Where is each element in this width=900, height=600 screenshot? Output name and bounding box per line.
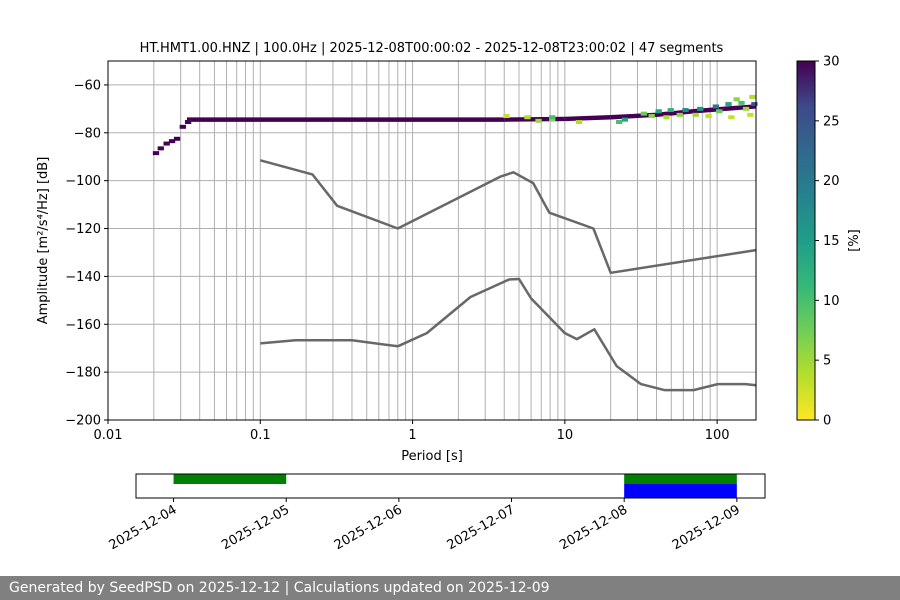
x-tick-label: 100 (705, 428, 730, 443)
psd-cell (733, 97, 740, 102)
psd-cell (549, 115, 556, 120)
psd-cell (163, 141, 170, 146)
psd-cell (549, 117, 556, 122)
colorbar-tick-label: 5 (823, 354, 831, 369)
psd-cell (712, 104, 720, 109)
colorbar-tick-label: 0 (823, 414, 831, 429)
psd-cell (682, 108, 689, 113)
psd-cell (503, 114, 510, 119)
x-tick-label: 10 (557, 428, 574, 443)
psd-cell (168, 139, 176, 144)
y-tick-label: −100 (65, 174, 101, 189)
psd-cell (655, 109, 662, 114)
psd-cell (716, 109, 723, 114)
psd-ridge-band (504, 116, 565, 122)
psd-cell (621, 117, 629, 122)
psd-cell (725, 102, 732, 107)
psd-cell (152, 151, 160, 156)
psd-cell (747, 112, 754, 117)
timeline-frame (135, 473, 766, 499)
timeline-tick-label: 2025-12-08 (557, 502, 630, 553)
psd-cell (640, 111, 648, 116)
psd-histogram-cells (152, 94, 758, 156)
x-tick-label: 1 (408, 428, 416, 443)
timeline-tick-label: 2025-12-07 (445, 502, 518, 553)
y-tick-label: −80 (74, 126, 101, 141)
psd-cell (667, 108, 674, 113)
availability-bar (624, 474, 737, 484)
y-tick-label: −120 (65, 222, 101, 237)
colorbar-tick-label: 25 (823, 114, 840, 129)
x-tick-label: 0.01 (94, 428, 123, 443)
colorbar-tick-label: 15 (823, 234, 840, 249)
psd-cell (738, 100, 745, 105)
colorbar-label: [%] (847, 229, 862, 252)
psd-cell (742, 106, 750, 111)
colorbar-tick-label: 10 (823, 294, 840, 309)
y-tick-label: −60 (74, 78, 101, 93)
psd-cell (751, 102, 758, 107)
timeline-date-ticks: 2025-12-04 2025-12-05 2025-12-06 2025-12-07… (107, 498, 743, 553)
psd-cell (705, 114, 712, 119)
colorbar-tick-label: 30 (823, 55, 840, 70)
footer-text: Generated by SeedPSD on 2025-12-12 | Cal… (9, 580, 550, 596)
psd-cell (535, 118, 542, 123)
psd-cell (692, 112, 699, 117)
psd-ridge-band (723, 104, 756, 112)
chart-title: HT.HMT1.00.HNZ | 100.0Hz | 2025-12-08T00… (140, 41, 724, 56)
psd-cell (184, 120, 192, 125)
colorbar-tick-label: 20 (823, 174, 840, 189)
x-tick-label: 0.1 (250, 428, 271, 443)
psd-cell (697, 106, 704, 111)
psd-cell (157, 146, 164, 151)
colorbar-ticks: 0 5 10 15 20 25 30 (815, 55, 840, 429)
psd-cell (663, 115, 670, 120)
y-tick-label: −140 (65, 270, 101, 285)
timeline-tick-label: 2025-12-05 (219, 502, 292, 553)
main-plot-frame (107, 60, 757, 421)
x-axis-label: Period [s] (401, 449, 463, 464)
y-tick-label: −180 (65, 366, 101, 381)
psd-cell (575, 120, 583, 125)
psd-cell (676, 112, 683, 117)
availability-bars (173, 474, 737, 498)
psd-cell (173, 136, 181, 141)
timeline-tick-label: 2025-12-06 (332, 502, 405, 553)
psd-cell (524, 115, 531, 120)
noise-model-line (260, 277, 757, 392)
timeline-tick-label: 2025-12-09 (670, 502, 743, 553)
availability-bar (173, 474, 287, 484)
psd-ridge-band (186, 117, 505, 122)
noise-model-line (259, 159, 757, 275)
psd-cell (749, 94, 756, 99)
psd-ridge-band (564, 115, 611, 122)
y-tick-label: −160 (65, 318, 101, 333)
availability-bar (624, 484, 737, 498)
y-tick-label: −200 (65, 414, 101, 429)
timeline-tick-label: 2025-12-04 (107, 502, 180, 553)
psd-cell (648, 114, 655, 119)
psd-cell (728, 115, 735, 120)
y-axis-label: Amplitude [m²/s⁴/Hz] [dB] (36, 157, 51, 325)
psd-cell (179, 124, 186, 129)
noise-model-lines (259, 159, 757, 392)
psd-cell (615, 120, 623, 125)
main-axis-ticks: 0.01 0.1 1 10 100 −60 −80 −100 −120 −140 −160 −180 −… (65, 78, 729, 443)
colorbar (796, 60, 816, 421)
footer-bar: Generated by SeedPSD on 2025-12-12 | Cal… (0, 576, 900, 600)
